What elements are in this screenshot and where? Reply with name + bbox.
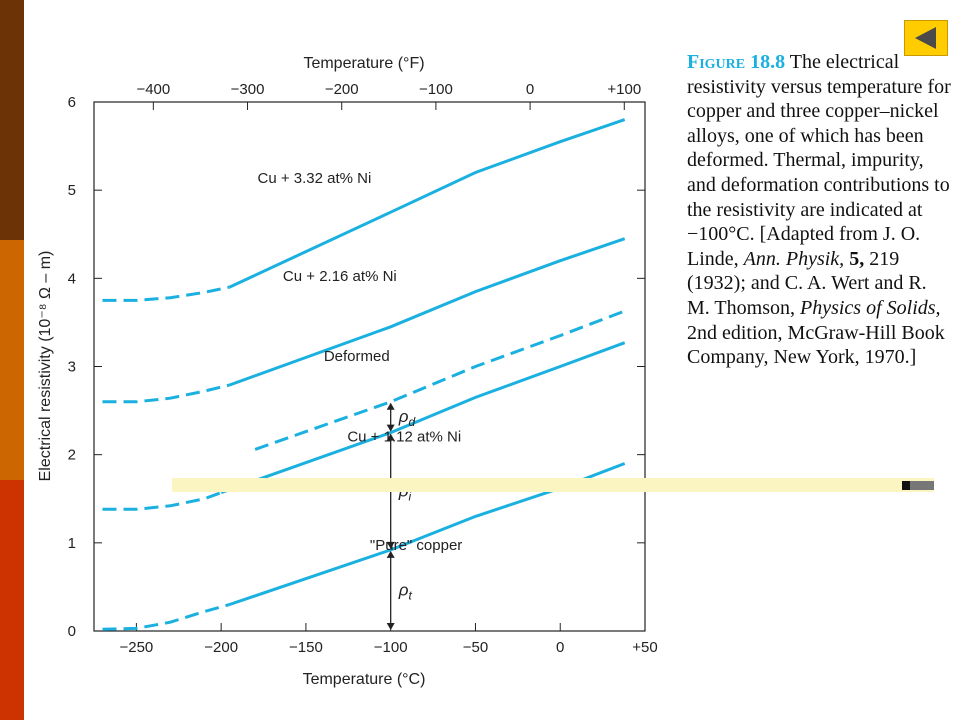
annotation-label: ρt	[398, 580, 413, 602]
series-line-dashed	[102, 383, 230, 404]
slide-stripe-bottom	[0, 480, 24, 720]
arrowhead	[386, 424, 395, 432]
arrowhead	[386, 623, 395, 630]
y-axis-label: Electrical resistivity (10⁻⁸ Ω – m)	[37, 251, 54, 482]
x2-tick-label: −100	[419, 81, 453, 98]
x-tick-label: +50	[632, 639, 657, 656]
x2-tick-label: +100	[607, 81, 641, 98]
series-line-dashed	[254, 309, 626, 451]
caption-body-2: 219 (1932); and C. A. Wert and R. M. Tho…	[687, 247, 927, 319]
triangle-left-icon	[915, 27, 936, 49]
x-tick-label: −150	[289, 639, 323, 656]
x-tick-label: −250	[119, 639, 153, 656]
slide-stripe-top	[0, 0, 24, 240]
y-tick-label: 2	[68, 447, 76, 464]
overlay-band-end	[902, 481, 934, 490]
arrowhead	[386, 402, 395, 410]
x2-axis-label: Temperature (°F)	[303, 55, 424, 72]
series-label: Cu + 1.12 at% Ni	[347, 428, 461, 445]
caption-volume: 5,	[849, 247, 865, 270]
x2-tick-label: 0	[526, 81, 534, 98]
series-line	[228, 118, 626, 289]
x2-tick-label: −300	[231, 81, 265, 98]
series-line	[229, 237, 626, 387]
series-label: Cu + 2.16 at% Ni	[283, 268, 397, 285]
y-tick-label: 5	[68, 182, 76, 199]
y-tick-label: 3	[68, 359, 76, 376]
arrowhead	[386, 550, 395, 558]
y-tick-label: 6	[68, 94, 76, 111]
x-tick-label: −50	[463, 639, 488, 656]
y-tick-label: 4	[68, 270, 76, 287]
arrowhead	[386, 541, 395, 549]
series-line-dashed	[102, 285, 230, 302]
x-tick-label: −100	[374, 639, 408, 656]
series-label: Deformed	[324, 348, 390, 365]
x2-tick-label: −200	[325, 81, 359, 98]
arrowhead	[386, 433, 395, 441]
y-tick-label: 0	[68, 623, 76, 640]
x-tick-label: 0	[556, 639, 564, 656]
y-tick-label: 1	[68, 535, 76, 552]
series-line-dashed	[102, 491, 222, 511]
caption-figure-label: Figure	[687, 51, 746, 73]
series-label: "Pure" copper	[370, 537, 462, 554]
back-button[interactable]	[904, 20, 948, 56]
caption-body-3: 2nd edition, McGraw-Hill Book Company, N…	[687, 321, 945, 369]
x-axis-label: Temperature (°C)	[303, 671, 426, 688]
caption-body: The electrical resistivity versus temper…	[687, 51, 951, 270]
slide-stripe-middle	[0, 240, 24, 480]
series-label: Cu + 3.32 at% Ni	[257, 170, 371, 187]
caption-figure-number: 18.8	[750, 51, 786, 73]
series-line-dashed	[102, 603, 231, 631]
annotation-label: ρd	[398, 407, 416, 429]
caption-book-title: Physics of Solids,	[799, 296, 941, 319]
x-tick-label: −200	[204, 639, 238, 656]
caption-journal: Ann. Physik,	[743, 247, 845, 270]
overlay-band	[172, 478, 934, 492]
caption-text: Figure 18.8 The electrical resistivity v…	[687, 50, 952, 370]
figure-caption: Figure 18.8 The electrical resistivity v…	[687, 50, 952, 370]
series-line	[220, 341, 626, 495]
x2-tick-label: −400	[136, 81, 170, 98]
